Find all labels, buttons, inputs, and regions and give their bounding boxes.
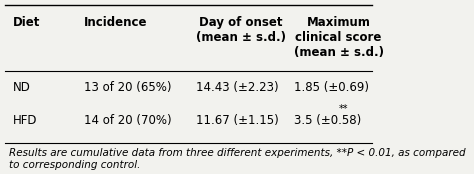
Text: Day of onset
(mean ± s.d.): Day of onset (mean ± s.d.) (196, 16, 286, 44)
Text: 11.67 (±1.15): 11.67 (±1.15) (196, 114, 279, 127)
Text: Results are cumulative data from three different experiments, **P < 0.01, as com: Results are cumulative data from three d… (9, 148, 465, 170)
Text: HFD: HFD (13, 114, 37, 127)
Text: 14.43 (±2.23): 14.43 (±2.23) (196, 81, 279, 94)
Text: **: ** (339, 104, 348, 114)
Text: 13 of 20 (65%): 13 of 20 (65%) (84, 81, 171, 94)
Text: Maximum
clinical score
(mean ± s.d.): Maximum clinical score (mean ± s.d.) (293, 16, 383, 59)
Text: 1.85 (±0.69): 1.85 (±0.69) (293, 81, 369, 94)
Text: 14 of 20 (70%): 14 of 20 (70%) (84, 114, 172, 127)
Text: Incidence: Incidence (84, 16, 147, 29)
Text: Diet: Diet (13, 16, 40, 29)
Text: ND: ND (13, 81, 30, 94)
Text: 3.5 (±0.58): 3.5 (±0.58) (293, 114, 361, 127)
